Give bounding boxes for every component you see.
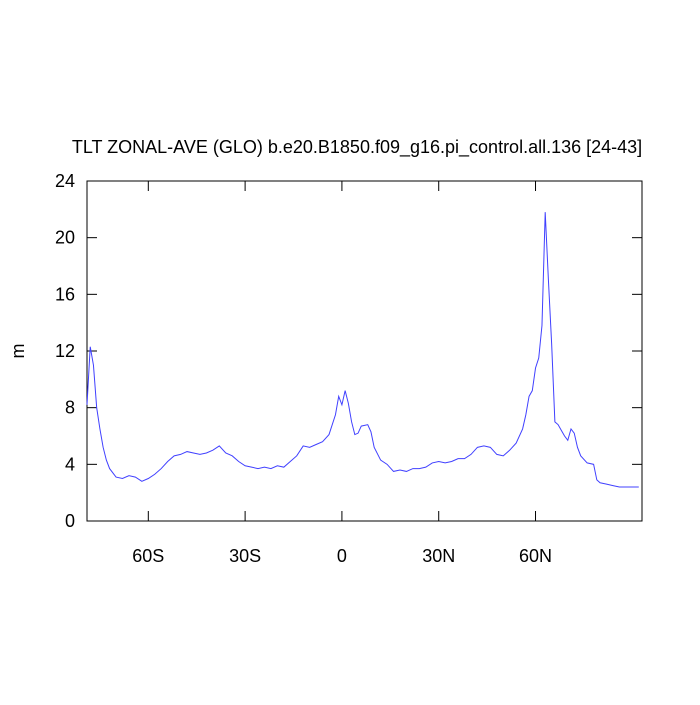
y-tick-label: 12 bbox=[55, 341, 75, 361]
x-tick-label: 30S bbox=[229, 546, 261, 566]
y-tick-label: 4 bbox=[65, 454, 75, 474]
x-tick-label: 30N bbox=[422, 546, 455, 566]
data-line bbox=[86, 212, 639, 488]
y-tick-label: 8 bbox=[65, 398, 75, 418]
y-tick-label: 20 bbox=[55, 228, 75, 248]
chart-title: TLT ZONAL-AVE (GLO) b.e20.B1850.f09_g16.… bbox=[72, 137, 642, 158]
x-tick-label: 0 bbox=[337, 546, 347, 566]
y-tick-label: 24 bbox=[55, 171, 75, 191]
y-tick-label: 16 bbox=[55, 284, 75, 304]
x-tick-label: 60N bbox=[519, 546, 552, 566]
x-tick-label: 60S bbox=[132, 546, 164, 566]
y-tick-label: 0 bbox=[65, 511, 75, 531]
y-axis-label: m bbox=[8, 344, 28, 359]
